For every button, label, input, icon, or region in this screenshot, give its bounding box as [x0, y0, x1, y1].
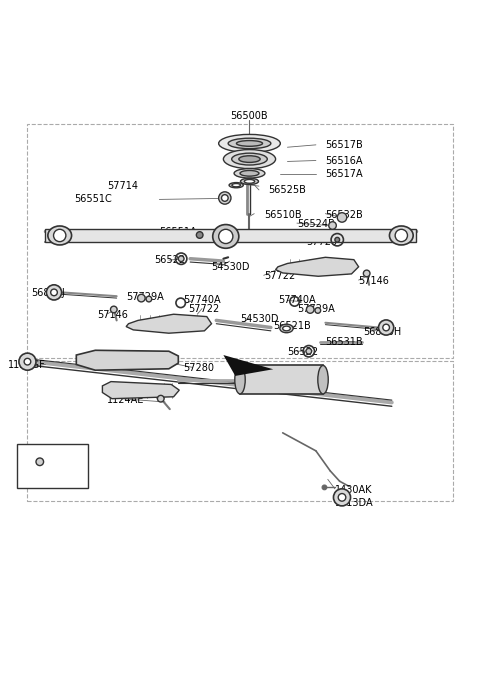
- Text: 56522: 56522: [155, 255, 186, 265]
- Text: 56522: 56522: [288, 347, 319, 357]
- Circle shape: [383, 324, 389, 331]
- Text: 56516A: 56516A: [325, 156, 363, 166]
- Circle shape: [395, 229, 408, 242]
- Text: 57729A: 57729A: [297, 305, 335, 315]
- Polygon shape: [102, 381, 179, 399]
- Ellipse shape: [318, 365, 328, 394]
- Text: 57725A: 57725A: [29, 445, 64, 454]
- Ellipse shape: [228, 138, 271, 149]
- Ellipse shape: [229, 183, 243, 188]
- Text: 57146: 57146: [359, 276, 389, 286]
- Polygon shape: [276, 257, 359, 276]
- Circle shape: [110, 306, 117, 313]
- Polygon shape: [76, 350, 179, 370]
- Text: 56510B: 56510B: [264, 210, 301, 220]
- Text: 57740A: 57740A: [183, 295, 221, 305]
- Circle shape: [146, 296, 152, 302]
- Bar: [46, 229, 416, 242]
- Text: 57714: 57714: [107, 181, 138, 191]
- Text: 56820H: 56820H: [363, 328, 402, 337]
- Text: 56517A: 56517A: [325, 169, 363, 179]
- Ellipse shape: [239, 156, 260, 162]
- Circle shape: [179, 256, 184, 262]
- Circle shape: [47, 285, 61, 300]
- Text: 57740A: 57740A: [278, 295, 315, 305]
- Ellipse shape: [237, 141, 263, 146]
- Bar: [17, 444, 88, 488]
- Circle shape: [335, 237, 340, 242]
- Bar: [26, 361, 454, 501]
- Circle shape: [219, 229, 233, 243]
- Text: 56524B: 56524B: [297, 219, 335, 229]
- Bar: [240, 365, 323, 394]
- Ellipse shape: [234, 168, 265, 178]
- Ellipse shape: [280, 324, 293, 333]
- Text: 56525B: 56525B: [268, 185, 306, 195]
- Text: 57146: 57146: [97, 309, 129, 319]
- Text: 56500B: 56500B: [231, 111, 268, 121]
- Text: 56551C: 56551C: [74, 194, 112, 204]
- Text: 57280: 57280: [183, 363, 214, 373]
- Text: 56532B: 56532B: [325, 210, 363, 220]
- Circle shape: [219, 192, 231, 204]
- Text: 1430AK: 1430AK: [335, 485, 372, 495]
- Circle shape: [338, 493, 346, 501]
- Circle shape: [334, 489, 350, 506]
- Text: 57722: 57722: [188, 305, 219, 315]
- Ellipse shape: [213, 224, 239, 248]
- Text: 57722: 57722: [264, 271, 295, 281]
- Circle shape: [54, 229, 66, 242]
- Text: 1123GF: 1123GF: [8, 359, 45, 369]
- Text: 1124AE: 1124AE: [107, 394, 144, 404]
- Circle shape: [315, 307, 321, 313]
- Ellipse shape: [240, 179, 259, 185]
- Text: 57720: 57720: [306, 237, 337, 247]
- Circle shape: [363, 270, 370, 277]
- Ellipse shape: [219, 134, 280, 152]
- Ellipse shape: [240, 171, 259, 176]
- Circle shape: [24, 359, 31, 365]
- Ellipse shape: [48, 226, 72, 245]
- Bar: [26, 123, 454, 359]
- Circle shape: [337, 213, 347, 222]
- Circle shape: [51, 289, 57, 296]
- Ellipse shape: [232, 153, 267, 165]
- Text: 56820J: 56820J: [31, 288, 65, 299]
- Circle shape: [196, 232, 203, 239]
- Text: 56517B: 56517B: [325, 140, 363, 150]
- Ellipse shape: [235, 365, 245, 394]
- Circle shape: [322, 485, 327, 490]
- Circle shape: [36, 458, 44, 466]
- Ellipse shape: [223, 150, 276, 168]
- Polygon shape: [126, 314, 212, 333]
- Circle shape: [379, 320, 394, 335]
- Circle shape: [306, 306, 314, 313]
- Text: 57729A: 57729A: [126, 292, 164, 302]
- Text: 56521B: 56521B: [273, 321, 311, 331]
- Circle shape: [157, 396, 164, 402]
- Circle shape: [306, 348, 312, 354]
- Circle shape: [137, 295, 145, 302]
- Polygon shape: [223, 355, 273, 376]
- Circle shape: [19, 353, 36, 370]
- Text: 54530D: 54530D: [212, 262, 250, 272]
- Text: 56551A: 56551A: [159, 226, 197, 237]
- Ellipse shape: [389, 226, 413, 245]
- Circle shape: [221, 195, 228, 202]
- Text: 56531B: 56531B: [325, 337, 363, 346]
- Circle shape: [329, 222, 336, 229]
- Ellipse shape: [283, 326, 290, 331]
- Text: 54530D: 54530D: [240, 314, 278, 324]
- Ellipse shape: [244, 179, 255, 183]
- Ellipse shape: [232, 183, 240, 187]
- Text: 1313DA: 1313DA: [335, 498, 373, 508]
